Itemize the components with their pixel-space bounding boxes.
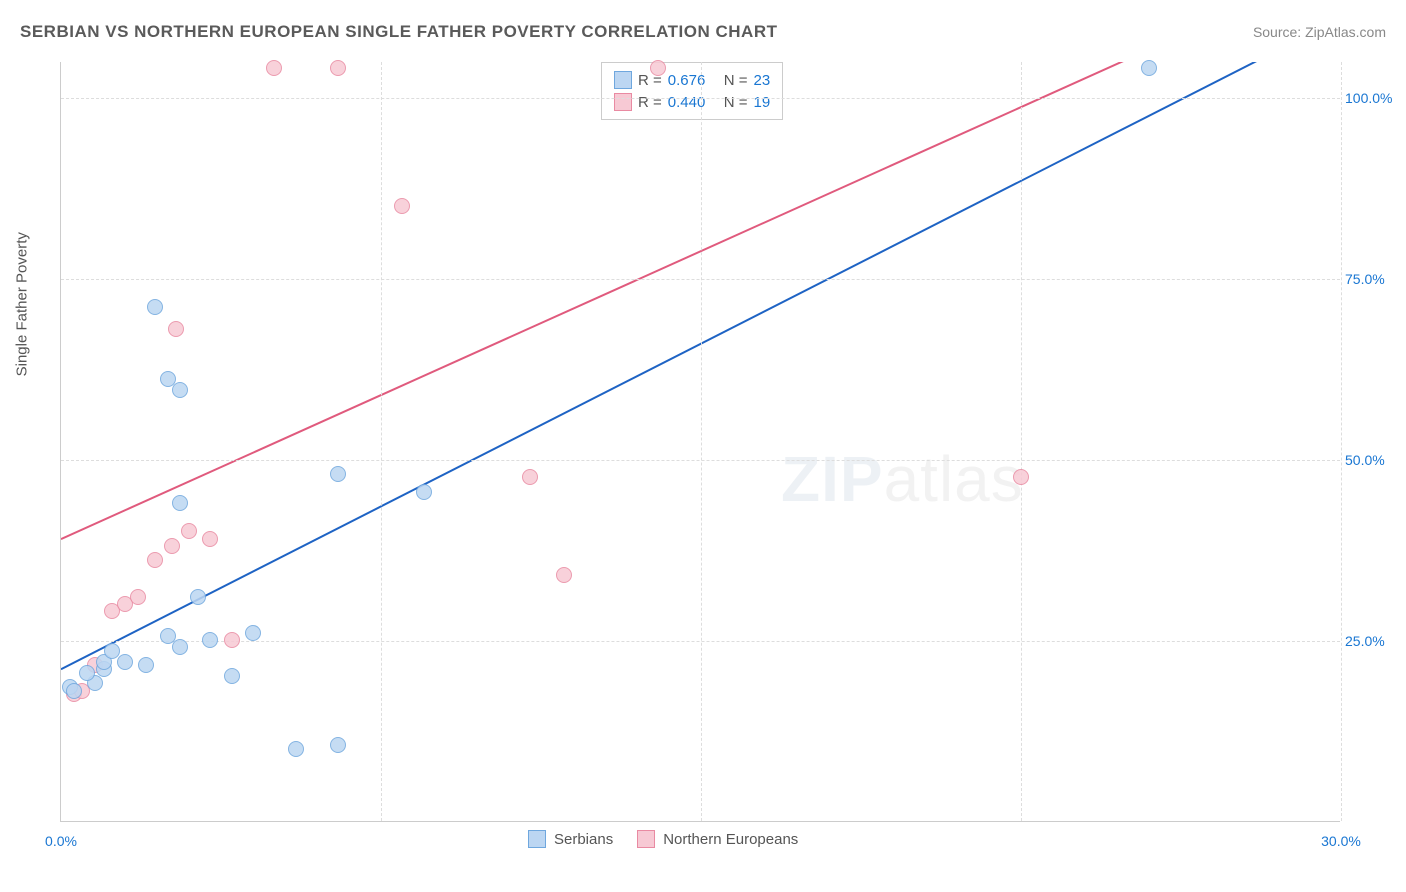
plot-area: ZIPatlas R =0.676N =23R =0.440N =19 25.0… [60, 62, 1340, 822]
serbians-swatch [528, 830, 546, 848]
y-tick-label: 100.0% [1345, 90, 1400, 106]
serbians-marker [190, 589, 206, 605]
legend-item-serbians: Serbians [528, 830, 613, 848]
serbians-marker [104, 643, 120, 659]
gridline-vertical [1341, 62, 1342, 821]
serbians-marker [416, 484, 432, 500]
serbians-marker [330, 466, 346, 482]
gridline-vertical [701, 62, 702, 821]
legend-label: Serbians [554, 831, 613, 848]
legend-item-northern: Northern Europeans [637, 830, 798, 848]
serbians-marker [172, 495, 188, 511]
northern-marker [168, 321, 184, 337]
northern-marker [147, 552, 163, 568]
x-tick-label: 0.0% [45, 833, 77, 849]
chart-source: Source: ZipAtlas.com [1253, 24, 1386, 40]
serbians-marker [1141, 60, 1157, 76]
y-tick-label: 25.0% [1345, 633, 1400, 649]
northern-swatch [637, 830, 655, 848]
y-tick-label: 50.0% [1345, 452, 1400, 468]
serbians-swatch [614, 71, 632, 89]
northern-marker [266, 60, 282, 76]
serbians-marker [172, 639, 188, 655]
serbians-marker [79, 665, 95, 681]
legend-label: Northern Europeans [663, 831, 798, 848]
northern-marker [522, 469, 538, 485]
gridline-vertical [381, 62, 382, 821]
y-axis-title: Single Father Poverty [14, 232, 31, 376]
northern-marker [164, 538, 180, 554]
serbians-marker [288, 741, 304, 757]
northern-marker [130, 589, 146, 605]
northern-marker [330, 60, 346, 76]
northern-marker [224, 632, 240, 648]
legend-row-northern: R =0.440N =19 [614, 91, 770, 113]
serbians-marker [172, 382, 188, 398]
series-legend: Serbians Northern Europeans [528, 830, 798, 848]
serbians-marker [202, 632, 218, 648]
serbians-marker [224, 668, 240, 684]
x-tick-label: 30.0% [1321, 833, 1361, 849]
legend-row-serbians: R =0.676N =23 [614, 69, 770, 91]
serbians-marker [147, 299, 163, 315]
y-tick-label: 75.0% [1345, 271, 1400, 287]
serbians-trend-line [61, 62, 1297, 669]
northern-trend-line [61, 62, 1169, 539]
chart-header: SERBIAN VS NORTHERN EUROPEAN SINGLE FATH… [20, 22, 1386, 42]
serbians-marker [330, 737, 346, 753]
serbians-marker [66, 683, 82, 699]
watermark: ZIPatlas [781, 442, 1024, 516]
northern-marker [650, 60, 666, 76]
chart-title: SERBIAN VS NORTHERN EUROPEAN SINGLE FATH… [20, 22, 778, 42]
northern-swatch [614, 93, 632, 111]
serbians-marker [117, 654, 133, 670]
serbians-marker [138, 657, 154, 673]
northern-marker [181, 523, 197, 539]
gridline-vertical [1021, 62, 1022, 821]
northern-marker [556, 567, 572, 583]
northern-marker [394, 198, 410, 214]
northern-marker [1013, 469, 1029, 485]
serbians-marker [245, 625, 261, 641]
northern-marker [202, 531, 218, 547]
correlation-legend: R =0.676N =23R =0.440N =19 [601, 62, 783, 120]
